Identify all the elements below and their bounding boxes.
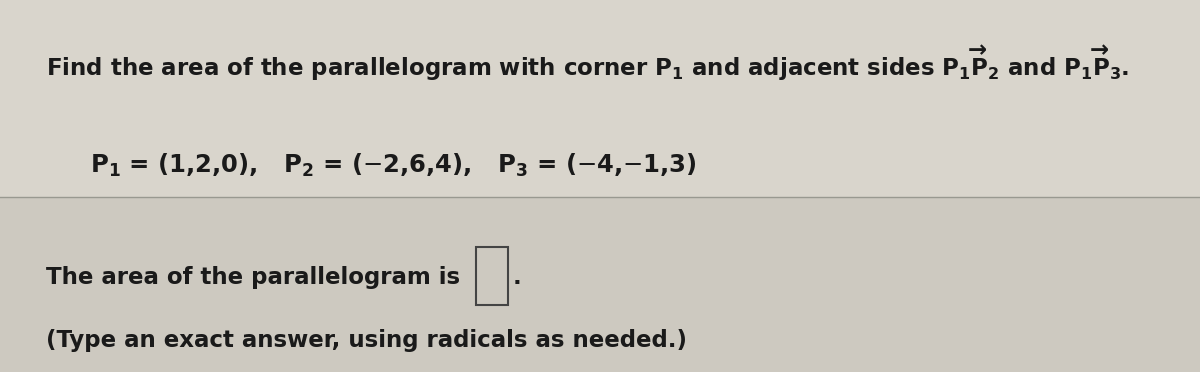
Bar: [476, 247, 508, 305]
Text: (Type an exact answer, using radicals as needed.): (Type an exact answer, using radicals as…: [46, 329, 686, 352]
Text: The area of the parallelogram is: The area of the parallelogram is: [46, 266, 460, 289]
Text: $\mathbf{P_1}$ = (1,2,0),   $\mathbf{P_2}$ = ($-$2,6,4),   $\mathbf{P_3}$ = ($-$: $\mathbf{P_1}$ = (1,2,0), $\mathbf{P_2}$…: [90, 152, 697, 179]
Bar: [0, 0, 1200, 197]
Text: Find the area of the parallelogram with corner $\mathbf{P_1}$ and adjacent sides: Find the area of the parallelogram with …: [46, 44, 1129, 83]
Text: .: .: [512, 266, 521, 289]
Bar: [0, 197, 1200, 372]
